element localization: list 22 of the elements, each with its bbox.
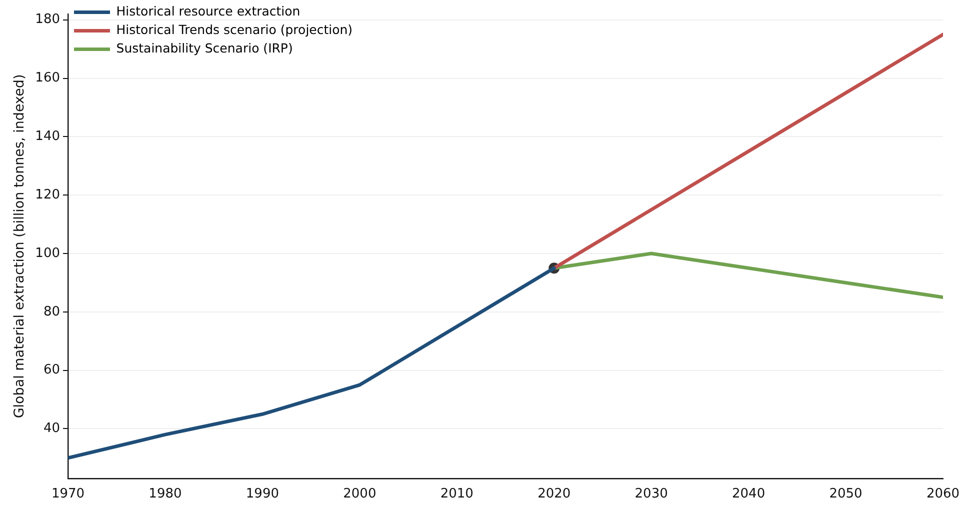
x-tick-label: 2060 [926,486,960,502]
legend-label: Sustainability Scenario (IRP) [116,40,293,56]
y-tick-label: 180 [35,12,60,28]
x-tick-label: 2050 [829,486,862,502]
y-tick-label: 160 [35,70,60,86]
y-tick-label: 40 [43,421,60,436]
x-tick-label: 2000 [343,486,376,502]
x-tick-label: 2010 [440,486,474,502]
x-tick-label: 1970 [51,486,85,502]
y-tick-label: 120 [35,187,60,202]
legend-label: Historical resource extraction [116,4,300,18]
y-tick-label: 60 [43,362,60,378]
x-tick-label: 2040 [732,486,766,502]
y-tick-label: 140 [35,129,60,144]
x-tick-label: 2020 [538,486,571,502]
legend-label: Historical Trends scenario (projection) [116,22,353,37]
x-tick-label: 2030 [634,486,668,502]
y-axis-title: Global material extraction (billion tonnes, indexed) [12,74,28,418]
x-tick-label: 1980 [148,486,182,502]
y-tick-label: 100 [35,246,60,261]
y-tick-label: 80 [43,304,60,320]
x-tick-label: 1990 [246,486,279,502]
